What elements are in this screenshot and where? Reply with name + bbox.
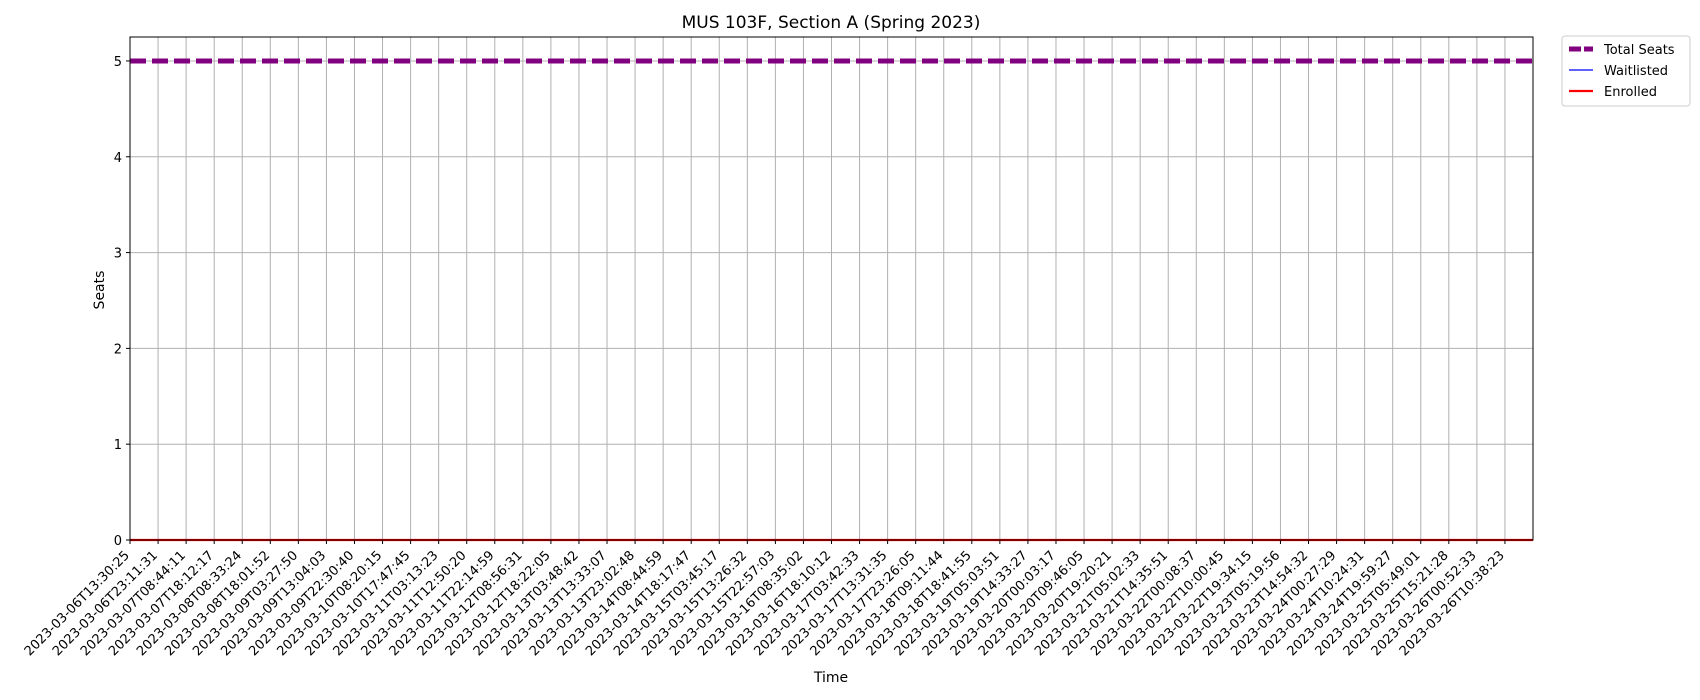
y-axis-ticks: 0 1 2 3 4 5 [114,55,130,549]
legend-box [1561,35,1691,107]
x-axis-ticks: 2023-03-06T13:30:252023-03-06T23:11:3120… [22,540,1508,659]
y-tick-label: 2 [114,342,122,357]
y-tick-label: 0 [114,534,122,549]
y-tick-label: 3 [114,247,122,262]
y-axis-label: Seats [92,271,108,310]
x-axis-label: Time [813,670,848,686]
y-tick-label: 5 [114,55,122,70]
legend-label-enrolled: Enrolled [1604,85,1657,100]
chart-title: MUS 103F, Section A (Spring 2023) [682,13,981,33]
legend: Total Seats Waitlisted Enrolled [1561,35,1691,107]
grid [129,37,1533,541]
legend-label-waitlisted: Waitlisted [1604,64,1668,79]
legend-label-total-seats: Total Seats [1603,43,1675,58]
y-tick-label: 4 [114,151,122,166]
y-tick-label: 1 [114,438,122,453]
